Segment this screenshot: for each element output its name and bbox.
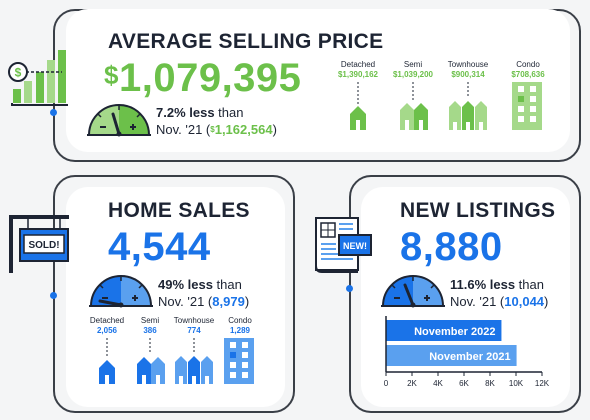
type-value: 1,289 bbox=[229, 326, 251, 335]
new-listings-frame bbox=[349, 175, 581, 413]
x-tick-label: 4K bbox=[433, 379, 443, 388]
dollar-bar-chart-icon: $ bbox=[8, 50, 68, 106]
type-value: $1,390,162 bbox=[337, 70, 379, 79]
type-condo: Condo $708,636 bbox=[496, 60, 560, 79]
type-value: 386 bbox=[143, 326, 157, 335]
avg-price-prev: $1,162,564 bbox=[210, 122, 272, 137]
avg-price-title: AVERAGE SELLING PRICE bbox=[108, 30, 384, 53]
bar-label: November 2021 bbox=[429, 351, 510, 363]
avg-price-number: 1,079,395 bbox=[118, 56, 302, 100]
listings-bar-chart: November 2022 November 2021 0 2K 4K 6K 8K 10K 12… bbox=[384, 316, 550, 388]
avg-price-comparison: 7.2% less than Nov. '21 ($1,162,564) bbox=[156, 104, 277, 138]
prev-label: Nov. '21 ( bbox=[158, 294, 213, 309]
gauge-icon bbox=[87, 104, 151, 137]
than-text: than bbox=[212, 277, 242, 292]
newspaper-icon: NEW! bbox=[315, 217, 372, 273]
type-name: Condo bbox=[516, 60, 540, 69]
prev-label: Nov. '21 ( bbox=[156, 122, 211, 137]
type-name: Semi bbox=[403, 60, 423, 69]
type-name: Townhouse bbox=[173, 316, 215, 325]
type-townhouse: Townhouse $900,314 bbox=[436, 60, 500, 79]
type-name: Townhouse bbox=[447, 60, 489, 69]
townhouse-icon bbox=[449, 101, 487, 130]
condo-icon bbox=[224, 338, 254, 384]
home-sales-comparison: 49% less than Nov. '21 (8,979) bbox=[158, 276, 249, 310]
avg-price-pct: 7.2% less bbox=[156, 105, 215, 120]
type-name: Detached bbox=[340, 60, 376, 69]
bar-nov-2021 bbox=[386, 345, 517, 366]
home-sales-title: HOME SALES bbox=[108, 199, 250, 222]
prev-value: 1,162,564 bbox=[214, 122, 273, 137]
type-name: Condo bbox=[228, 316, 252, 325]
type-detached: Detached 2,056 bbox=[75, 316, 139, 335]
bar-label: November 2022 bbox=[414, 326, 495, 338]
detached-house-icon bbox=[99, 360, 115, 384]
connector-dot bbox=[50, 292, 57, 299]
x-tick-label: 10K bbox=[509, 379, 524, 388]
semi-house-icon bbox=[137, 357, 165, 384]
x-tick-label: 12K bbox=[535, 379, 550, 388]
x-tick-label: 6K bbox=[459, 379, 469, 388]
svg-text:$: $ bbox=[15, 66, 22, 80]
gauge-icon bbox=[89, 275, 153, 308]
bar-nov-2022 bbox=[386, 320, 502, 341]
currency-symbol: $ bbox=[104, 60, 119, 90]
prev-close: ) bbox=[244, 294, 250, 309]
semi-house-icon bbox=[400, 103, 428, 130]
type-detached: Detached $1,390,162 bbox=[326, 60, 390, 79]
new-listings-comparison: 11.6% less than Nov. '21 (10,044) bbox=[450, 276, 548, 310]
home-sales-pct: 49% less bbox=[158, 277, 213, 292]
than-text: than bbox=[214, 105, 244, 120]
than-text: than bbox=[515, 277, 544, 292]
avg-price-value: $1,079,395 bbox=[104, 56, 301, 101]
townhouse-icon bbox=[175, 356, 213, 384]
home-sales-prev: 8,979 bbox=[212, 294, 245, 309]
new-listings-pct: 11.6% less bbox=[450, 277, 516, 292]
new-listings-value: 8,880 bbox=[400, 225, 503, 269]
sold-sign-icon: SOLD! bbox=[9, 215, 69, 273]
home-sales-house-icons bbox=[99, 338, 254, 384]
x-tick-label: 2K bbox=[407, 379, 417, 388]
prev-label: Nov. '21 ( bbox=[450, 294, 505, 309]
type-value: 2,056 bbox=[96, 326, 118, 335]
new-listings-title: NEW LISTINGS bbox=[400, 199, 556, 222]
type-value: $900,314 bbox=[451, 70, 485, 79]
type-value: $1,039,200 bbox=[392, 70, 434, 79]
x-tick-label: 8K bbox=[485, 379, 495, 388]
type-name: Detached bbox=[89, 316, 125, 325]
home-sales-value: 4,544 bbox=[108, 225, 211, 269]
new-badge-text: NEW! bbox=[343, 241, 367, 251]
type-semi: Semi $1,039,200 bbox=[381, 60, 445, 79]
type-condo: Condo 1,289 bbox=[208, 316, 272, 335]
detached-house-icon bbox=[350, 106, 366, 130]
gauge-icon bbox=[381, 275, 445, 308]
type-semi: Semi 386 bbox=[118, 316, 182, 335]
avg-price-house-icons bbox=[350, 82, 542, 130]
sold-sign-text: SOLD! bbox=[28, 240, 59, 251]
condo-icon bbox=[512, 82, 542, 130]
prev-close: ) bbox=[544, 294, 549, 309]
connector-dot bbox=[50, 109, 57, 116]
x-tick-label: 0 bbox=[384, 379, 389, 388]
prev-close: ) bbox=[272, 122, 277, 137]
type-name: Semi bbox=[140, 316, 160, 325]
prev-currency: $ bbox=[210, 125, 215, 134]
connector-dot bbox=[346, 285, 353, 292]
type-townhouse: Townhouse 774 bbox=[162, 316, 226, 335]
type-value: 774 bbox=[187, 326, 201, 335]
type-value: $708,636 bbox=[511, 70, 545, 79]
new-listings-prev: 10,044 bbox=[504, 294, 545, 309]
